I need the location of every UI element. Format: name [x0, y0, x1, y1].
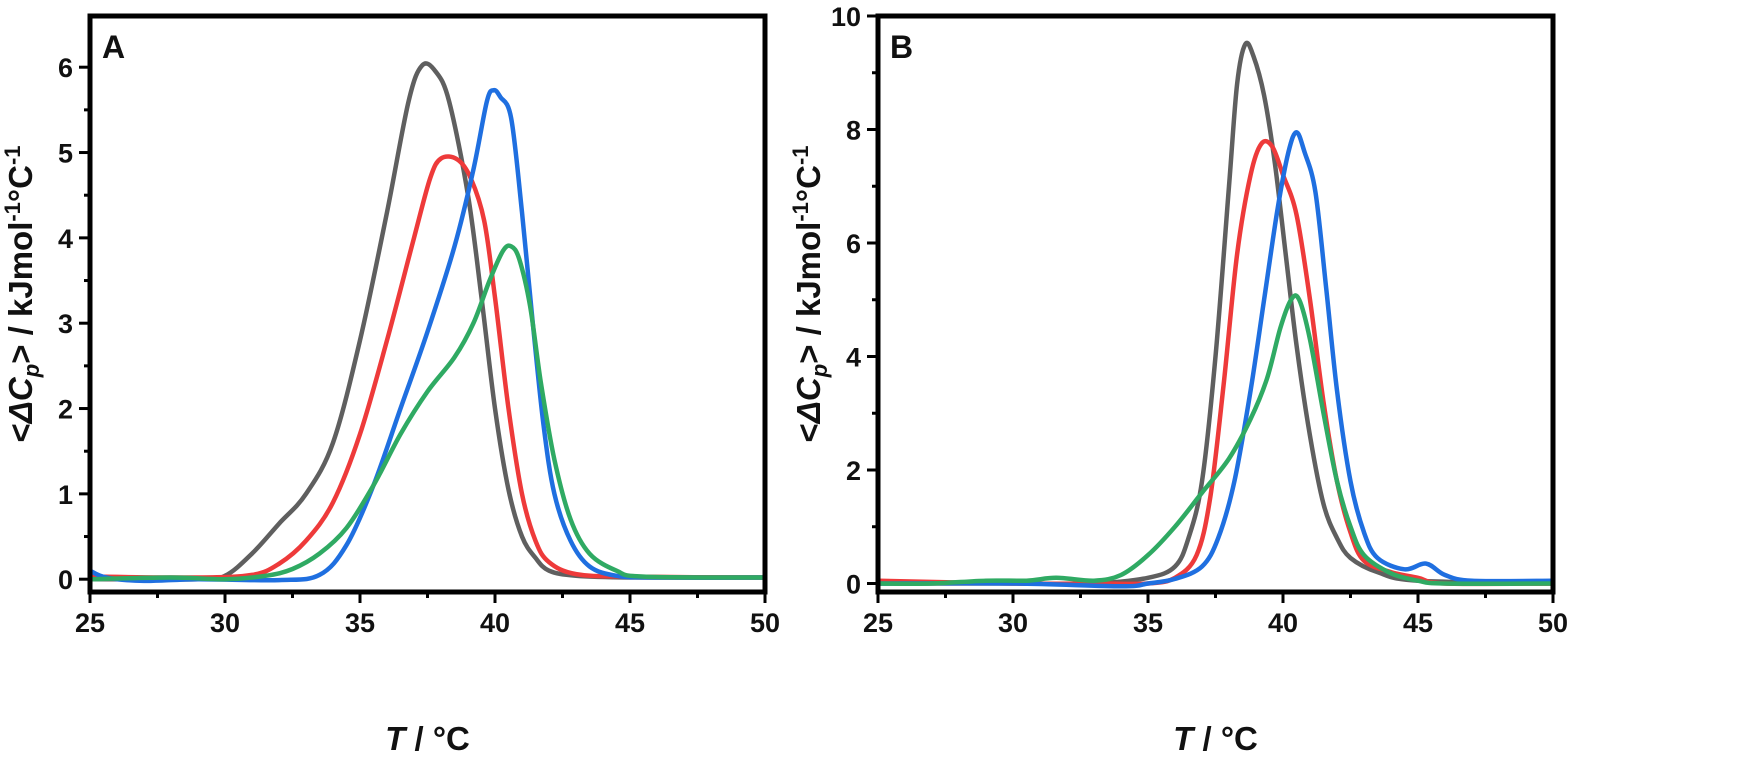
- plot-frame: [875, 13, 1556, 595]
- series-line-2: [90, 154, 765, 580]
- x-tick-label: 50: [750, 608, 780, 638]
- x-tick-label: 45: [1403, 608, 1433, 638]
- plot-frame: [87, 13, 768, 595]
- y-axis-label-delta: Δ: [2, 401, 39, 425]
- y-axis-label-sup2: -1: [788, 145, 813, 165]
- y-axis-label-mid: °C: [790, 165, 827, 202]
- x-tick-label: 35: [1133, 608, 1163, 638]
- y-axis-label-open: <: [790, 423, 827, 442]
- x-tick-label: 40: [480, 608, 510, 638]
- y-tick-label: 8: [846, 115, 861, 145]
- panel-label: A: [102, 29, 125, 65]
- series-line-1: [90, 61, 765, 582]
- y-axis-label-open: <: [2, 423, 39, 442]
- x-axis-label-unit: / °C: [405, 720, 470, 757]
- y-tick-label: 4: [58, 224, 73, 254]
- x-tick-label: 50: [1538, 608, 1568, 638]
- y-axis-label-delta: Δ: [790, 401, 827, 425]
- x-axis-label-symbol: T: [385, 720, 408, 757]
- x-tick-label: 30: [210, 608, 240, 638]
- series-line-3: [90, 87, 765, 584]
- y-axis-label-sub: p: [807, 364, 832, 378]
- y-tick-label: 2: [58, 395, 73, 425]
- y-tick-label: 2: [846, 456, 861, 486]
- y-axis-label-sub: p: [19, 364, 44, 378]
- y-tick-label: 5: [58, 139, 73, 169]
- x-tick-label: 40: [1268, 608, 1298, 638]
- series-line-4: [90, 243, 765, 582]
- y-tick-label: 4: [846, 342, 861, 372]
- series-line-1: [878, 40, 1553, 587]
- chart-panel-b: 25 30 35 40 45 50 0 2 4 6 8 10 B T / °C <ΔCp> / kJm…: [788, 2, 1568, 757]
- y-tick-label: 6: [846, 229, 861, 259]
- x-axis-label: T / °C: [385, 720, 470, 757]
- y-axis-label-rest: > / kJmol: [2, 222, 39, 364]
- x-axis-label: T / °C: [1173, 720, 1258, 757]
- y-axis-label-c: C: [2, 376, 39, 401]
- x-tick-label: 25: [75, 608, 105, 638]
- x-axis-label-unit: / °C: [1193, 720, 1258, 757]
- y-axis-label: <ΔCp> / kJmol-1°C-1: [0, 145, 44, 442]
- curves-layer: [90, 61, 765, 584]
- curves-layer: [878, 40, 1553, 589]
- y-tick-label: 3: [58, 309, 73, 339]
- x-tick-label: 30: [998, 608, 1028, 638]
- panel-label: B: [890, 29, 913, 65]
- y-axis-label-mid: °C: [2, 165, 39, 202]
- ticks-layer: 25 30 35 40 45 50 0 2 4 6 8 10: [831, 2, 1568, 638]
- y-axis-label-rest: > / kJmol: [790, 222, 827, 364]
- y-tick-label: 0: [58, 565, 73, 595]
- x-tick-label: 45: [615, 608, 645, 638]
- y-axis-label-sup1: -1: [788, 202, 813, 222]
- y-axis-label-c: C: [790, 376, 827, 401]
- series-line-3: [878, 130, 1553, 589]
- x-axis-label-symbol: T: [1173, 720, 1196, 757]
- y-axis-label-sup2: -1: [0, 145, 25, 165]
- series-line-4: [878, 293, 1553, 586]
- y-axis-label-sup1: -1: [0, 202, 25, 222]
- y-tick-label: 10: [831, 2, 861, 32]
- x-tick-label: 25: [863, 608, 893, 638]
- y-tick-label: 1: [58, 480, 73, 510]
- y-tick-label: 0: [846, 569, 861, 599]
- x-tick-label: 35: [345, 608, 375, 638]
- y-tick-label: 6: [58, 53, 73, 83]
- y-axis-label: <ΔCp> / kJmol-1°C-1: [788, 145, 832, 442]
